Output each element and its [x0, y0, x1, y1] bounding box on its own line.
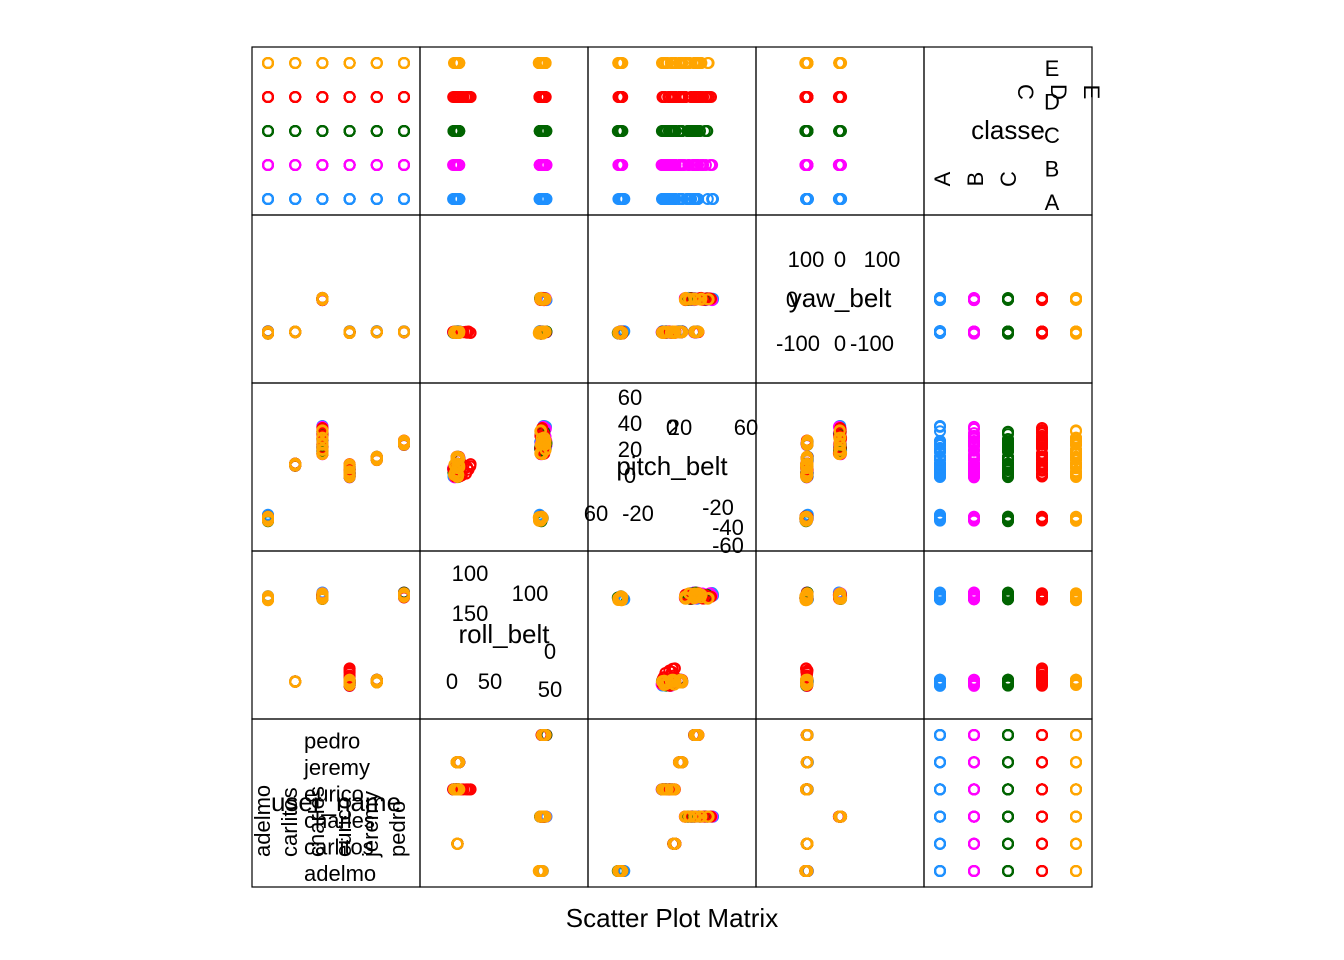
data-point — [289, 457, 302, 470]
data-point — [343, 466, 356, 479]
matrix-cell — [419, 382, 589, 552]
data-point — [343, 678, 356, 690]
data-point — [343, 57, 356, 69]
data-point — [316, 125, 329, 137]
data-point — [370, 57, 383, 69]
matrix-cell — [251, 46, 421, 216]
data-point — [398, 57, 410, 69]
matrix-cell — [923, 214, 1093, 384]
data-point — [262, 593, 274, 606]
data-point — [316, 587, 329, 600]
matrix-cell — [419, 214, 589, 384]
data-point — [289, 57, 302, 69]
matrix-cell — [251, 382, 421, 552]
data-point — [316, 424, 329, 437]
data-point — [398, 125, 410, 137]
data-point — [262, 159, 274, 171]
data-point — [398, 91, 410, 103]
data-point — [262, 513, 274, 526]
matrix-cells — [251, 46, 1093, 888]
matrix-points — [262, 57, 1082, 877]
data-point — [398, 193, 410, 205]
matrix-cell — [755, 46, 925, 216]
data-point — [262, 91, 274, 103]
matrix-cell — [251, 214, 421, 384]
matrix-cell — [587, 550, 757, 720]
data-point — [451, 837, 464, 850]
matrix-cell — [419, 718, 589, 888]
data-point — [398, 588, 410, 601]
data-point — [343, 193, 356, 205]
data-point — [370, 125, 383, 137]
data-point — [262, 193, 274, 205]
data-point — [316, 91, 329, 103]
data-point — [289, 675, 302, 688]
data-point — [370, 675, 383, 688]
matrix-cell — [587, 214, 757, 384]
data-point — [316, 159, 329, 171]
data-point — [398, 159, 410, 171]
data-point — [343, 159, 356, 171]
data-point — [370, 193, 383, 205]
data-point — [398, 436, 410, 449]
data-point — [316, 193, 329, 205]
matrix-cell — [923, 718, 1093, 888]
data-point — [370, 91, 383, 103]
data-point — [289, 193, 302, 205]
data-point — [289, 125, 302, 137]
data-point — [370, 453, 383, 466]
matrix-cell — [419, 46, 589, 216]
data-point — [343, 125, 356, 137]
data-point — [316, 431, 329, 444]
matrix-cell — [923, 46, 1093, 216]
data-point — [316, 57, 329, 69]
matrix-cell — [251, 550, 421, 720]
data-point — [289, 159, 302, 171]
data-point — [316, 446, 329, 459]
matrix-cell — [923, 550, 1093, 720]
data-point — [262, 125, 274, 137]
matrix-cell — [755, 550, 925, 720]
data-point — [343, 91, 356, 103]
data-point — [289, 325, 302, 338]
matrix-cell — [755, 718, 925, 888]
data-point — [289, 91, 302, 103]
data-point — [262, 57, 274, 69]
data-point — [316, 591, 329, 604]
data-point — [316, 438, 329, 451]
matrix-cell — [755, 382, 925, 552]
matrix-cell — [587, 718, 757, 888]
data-point — [370, 159, 383, 171]
